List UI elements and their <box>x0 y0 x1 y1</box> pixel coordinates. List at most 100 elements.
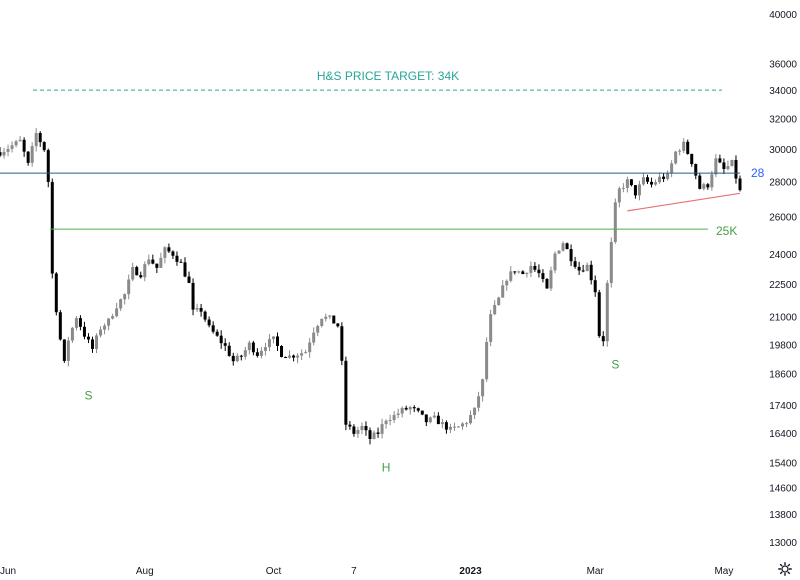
candle-body <box>54 273 58 313</box>
candle-body <box>259 350 263 356</box>
candle-body <box>525 272 529 274</box>
candle-body <box>284 357 288 359</box>
candle-body <box>151 259 155 264</box>
candle-body <box>678 150 682 152</box>
candle-body <box>392 415 396 420</box>
candle-body <box>654 182 658 185</box>
candle-body <box>541 273 545 279</box>
y-tick-label: 17400 <box>769 401 797 412</box>
x-tick-label: 2023 <box>459 566 482 577</box>
candle-body <box>336 323 340 327</box>
candle-body <box>368 430 372 439</box>
candle-body <box>428 417 432 423</box>
candle-body <box>195 307 199 310</box>
candle-body <box>444 422 448 430</box>
x-tick-label: Mar <box>587 566 605 577</box>
level-25k-label: 25K <box>716 224 737 238</box>
y-tick-label: 28000 <box>769 177 797 188</box>
y-tick-label: 24000 <box>769 250 797 261</box>
candle-body <box>111 316 115 319</box>
y-tick-label: 13000 <box>769 538 797 549</box>
candle-body <box>14 141 18 146</box>
candle-body <box>633 185 637 196</box>
y-axis[interactable]: 40000 36000 34000 32000 30000 28000 26000 24000… <box>769 10 797 549</box>
candle-body <box>420 410 424 415</box>
candle-body <box>372 432 376 439</box>
candle-body <box>710 174 714 188</box>
candle-body <box>497 297 501 306</box>
candle-body <box>573 261 577 267</box>
candle-body <box>231 355 235 362</box>
candle-body <box>34 133 38 147</box>
candle-body <box>682 141 686 151</box>
target-line-label: H&S PRICE TARGET: 34K <box>317 69 459 83</box>
candle-body <box>690 153 694 165</box>
candle-body <box>155 263 159 268</box>
candle-body <box>509 271 513 281</box>
candle-body <box>163 247 167 258</box>
candle-body <box>74 318 78 328</box>
candle-body <box>159 257 163 268</box>
candle-body <box>621 187 625 189</box>
candle-body <box>714 158 718 175</box>
candle-body <box>730 159 734 167</box>
candle-body <box>485 341 489 380</box>
candle-body <box>203 311 207 320</box>
x-tick-label: 7 <box>351 566 357 577</box>
y-tick-label: 34000 <box>769 86 797 97</box>
candle-body <box>219 335 223 344</box>
candle-body <box>26 151 30 163</box>
candle-body <box>235 355 239 362</box>
candle-body <box>288 355 292 358</box>
candle-body <box>384 420 388 425</box>
candle-body <box>617 188 621 203</box>
candle-body <box>461 423 464 427</box>
candle-body <box>131 267 135 280</box>
candle-body <box>171 251 175 256</box>
x-tick-label: Oct <box>266 566 282 577</box>
candle-body <box>30 146 34 163</box>
candle-body <box>340 326 344 361</box>
x-axis[interactable]: Jun Aug Oct 7 2023 Mar May <box>0 566 733 577</box>
candle-body <box>58 312 62 340</box>
candle-body <box>344 360 348 425</box>
candle-body <box>513 271 517 273</box>
candle-body <box>549 270 553 289</box>
chart-settings-button[interactable] <box>776 560 794 578</box>
y-tick-label: 22500 <box>769 280 797 291</box>
candle-body <box>320 318 324 326</box>
candle-body <box>666 173 670 179</box>
candle-body <box>0 152 2 156</box>
candle-body <box>456 426 460 428</box>
candle-body <box>360 426 364 430</box>
candle-body <box>706 184 710 188</box>
candle-body <box>686 141 690 154</box>
candle-body <box>328 315 332 317</box>
candle-body <box>239 355 243 357</box>
candle-body <box>223 343 227 346</box>
y-tick-label: 32000 <box>769 115 797 126</box>
candle-body <box>505 280 509 286</box>
candle-body <box>469 415 473 424</box>
candle-body <box>300 353 304 356</box>
x-tick-label: Aug <box>136 566 154 577</box>
candle-body <box>589 264 593 281</box>
candle-body <box>396 413 400 416</box>
y-tick-label: 19800 <box>769 340 797 351</box>
candle-body <box>316 325 320 333</box>
overlays-layer: H&S PRICE TARGET: 34K 28 25K S H S <box>0 69 765 475</box>
candle-body <box>143 264 147 278</box>
candle-body <box>501 285 505 298</box>
candle-body <box>6 148 10 152</box>
candle-body <box>183 262 187 277</box>
candle-body <box>650 181 654 185</box>
candle-body <box>308 342 312 353</box>
candle-body <box>247 342 251 351</box>
level-28-label: 28 <box>751 166 765 180</box>
candle-body <box>601 336 605 342</box>
y-tick-label: 14600 <box>769 483 797 494</box>
candle-body <box>593 280 597 293</box>
candle-body <box>22 139 26 152</box>
candle-body <box>227 345 231 356</box>
